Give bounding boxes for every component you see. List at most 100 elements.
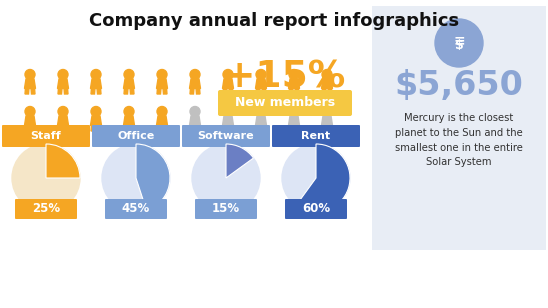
Polygon shape — [130, 88, 134, 94]
Text: New members: New members — [235, 96, 335, 110]
Circle shape — [322, 70, 332, 79]
Circle shape — [157, 70, 167, 79]
Polygon shape — [31, 88, 35, 94]
Text: $: $ — [455, 38, 464, 51]
Polygon shape — [163, 88, 167, 94]
Circle shape — [322, 107, 332, 116]
Circle shape — [282, 144, 350, 212]
FancyBboxPatch shape — [272, 125, 360, 147]
Polygon shape — [58, 125, 62, 131]
FancyBboxPatch shape — [2, 125, 90, 147]
Polygon shape — [58, 116, 68, 125]
Text: Software: Software — [198, 131, 254, 141]
Circle shape — [91, 70, 101, 79]
Polygon shape — [289, 125, 293, 131]
Polygon shape — [295, 125, 299, 131]
Circle shape — [256, 107, 266, 116]
FancyBboxPatch shape — [372, 6, 546, 250]
Polygon shape — [91, 125, 95, 131]
Polygon shape — [25, 88, 29, 94]
FancyBboxPatch shape — [105, 199, 167, 219]
Polygon shape — [157, 125, 161, 131]
Polygon shape — [25, 125, 29, 131]
Circle shape — [223, 107, 233, 116]
Text: 45%: 45% — [122, 202, 150, 216]
Polygon shape — [255, 116, 266, 125]
Polygon shape — [190, 116, 201, 125]
Polygon shape — [289, 88, 293, 94]
Polygon shape — [25, 79, 36, 88]
Circle shape — [256, 70, 266, 79]
Circle shape — [157, 107, 167, 116]
Circle shape — [91, 107, 101, 116]
Polygon shape — [322, 88, 326, 94]
Polygon shape — [90, 116, 101, 125]
FancyBboxPatch shape — [15, 199, 77, 219]
FancyBboxPatch shape — [218, 90, 352, 116]
Polygon shape — [222, 116, 233, 125]
Polygon shape — [223, 125, 227, 131]
Polygon shape — [229, 125, 233, 131]
Polygon shape — [322, 116, 333, 125]
Text: ≡: ≡ — [453, 33, 465, 47]
Polygon shape — [157, 116, 168, 125]
Polygon shape — [288, 79, 300, 88]
FancyBboxPatch shape — [92, 125, 180, 147]
Polygon shape — [328, 125, 332, 131]
Polygon shape — [25, 116, 36, 125]
Text: Company annual report infographics: Company annual report infographics — [89, 12, 459, 30]
Wedge shape — [296, 144, 350, 212]
Text: 15%: 15% — [212, 202, 240, 216]
Circle shape — [192, 144, 260, 212]
Circle shape — [223, 70, 233, 79]
Text: 60%: 60% — [302, 202, 330, 216]
Text: $5,650: $5,650 — [395, 70, 523, 103]
Polygon shape — [124, 125, 128, 131]
Polygon shape — [97, 125, 101, 131]
Polygon shape — [190, 125, 194, 131]
Circle shape — [25, 107, 35, 116]
FancyBboxPatch shape — [182, 125, 270, 147]
Polygon shape — [328, 88, 332, 94]
Polygon shape — [123, 79, 134, 88]
Polygon shape — [130, 125, 134, 131]
Text: 25%: 25% — [32, 202, 60, 216]
Polygon shape — [190, 79, 201, 88]
Circle shape — [25, 70, 35, 79]
Circle shape — [289, 70, 299, 79]
Polygon shape — [97, 88, 101, 94]
Circle shape — [435, 19, 483, 67]
Wedge shape — [46, 144, 80, 178]
Polygon shape — [196, 125, 200, 131]
Text: Staff: Staff — [31, 131, 61, 141]
Polygon shape — [288, 116, 300, 125]
Circle shape — [190, 107, 200, 116]
Polygon shape — [64, 125, 68, 131]
Polygon shape — [31, 125, 35, 131]
Polygon shape — [91, 88, 95, 94]
FancyBboxPatch shape — [195, 199, 257, 219]
Polygon shape — [124, 88, 128, 94]
Circle shape — [58, 70, 68, 79]
Circle shape — [289, 107, 299, 116]
Text: Rent: Rent — [301, 131, 330, 141]
Circle shape — [124, 107, 134, 116]
Polygon shape — [256, 125, 260, 131]
Text: Office: Office — [117, 131, 155, 141]
Polygon shape — [190, 88, 194, 94]
Polygon shape — [123, 116, 134, 125]
Polygon shape — [262, 88, 266, 94]
Polygon shape — [163, 125, 167, 131]
Text: Mercury is the closest
planet to the Sun and the
smallest one in the entire
Sola: Mercury is the closest planet to the Sun… — [395, 113, 523, 168]
Polygon shape — [255, 79, 266, 88]
Wedge shape — [136, 144, 170, 210]
Polygon shape — [157, 88, 161, 94]
FancyBboxPatch shape — [285, 199, 347, 219]
Polygon shape — [157, 79, 168, 88]
Polygon shape — [58, 88, 62, 94]
Circle shape — [190, 70, 200, 79]
Polygon shape — [262, 125, 266, 131]
Polygon shape — [322, 125, 326, 131]
Polygon shape — [223, 88, 227, 94]
Text: +15%: +15% — [224, 60, 346, 96]
